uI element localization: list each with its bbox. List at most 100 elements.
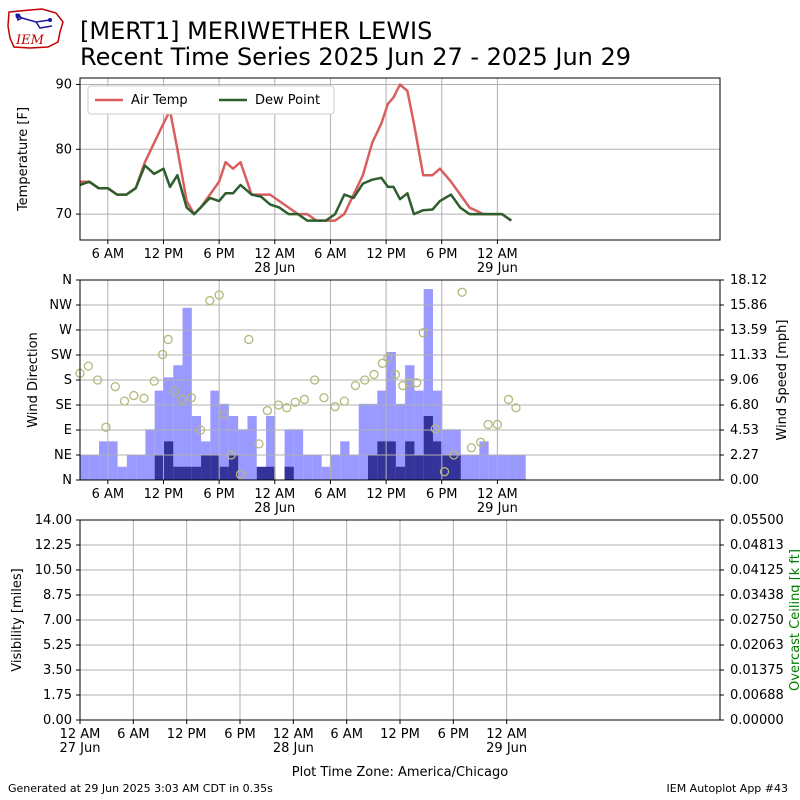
x-tick-sublabel: 28 Jun <box>254 501 295 516</box>
wind-direction-marker <box>244 334 254 345</box>
wind-speed-bar <box>99 441 109 480</box>
x-tick-label: 6 PM <box>426 487 457 502</box>
wind-panel: N NE E SE S SW W NW N 0.00 2.27 4.53 6.80 9.06 11.33 13… <box>26 273 790 516</box>
direction-tick-label: SW <box>51 348 72 363</box>
x-tick-sublabel: 28 Jun <box>254 261 295 276</box>
wind-speed-bar <box>479 441 489 480</box>
x-tick-label: 12 AM <box>254 247 295 262</box>
wind-direction-marker <box>439 467 450 477</box>
y-axis-label: Temperature [F] <box>16 107 31 212</box>
y-tick-label: 80 <box>55 142 72 157</box>
wind-speed-bar <box>395 403 406 480</box>
ceiling-tick-label: 0.01375 <box>730 663 784 678</box>
visibility-tick-label: 1.75 <box>43 688 72 703</box>
wind-gust-bar <box>163 441 174 480</box>
wind-speed-bar <box>266 415 276 480</box>
wind-speed-bar <box>163 377 174 480</box>
wind-direction-marker <box>169 386 180 396</box>
y2-axis-label: Wind Speed [mph] <box>775 320 790 441</box>
ceiling-tick-label: 0.02750 <box>730 613 784 628</box>
wind-speed-bar <box>340 441 350 480</box>
visibility-panel: 0.00 1.75 3.50 5.25 7.00 8.75 10.50 12.25 14.00 0… <box>10 513 800 780</box>
speed-tick-label: 15.86 <box>730 298 767 313</box>
wind-speed-bar <box>89 454 100 480</box>
wind-speed-bar <box>219 403 229 480</box>
wind-gust-bar <box>256 466 267 480</box>
wind-direction-marker <box>483 419 493 430</box>
ceiling-tick-label: 0.00688 <box>730 688 784 703</box>
wind-speed-bar <box>516 454 526 480</box>
speed-tick-label: 6.80 <box>730 398 759 413</box>
wind-speed-bar <box>173 365 183 480</box>
wind-direction-marker <box>226 450 236 460</box>
wind-speed-bar <box>228 415 239 480</box>
wind-direction-marker <box>476 437 486 447</box>
wind-direction-marker <box>330 402 340 412</box>
wind-direction-marker <box>129 390 139 401</box>
wind-direction-marker <box>177 394 187 405</box>
direction-tick-label: N <box>62 473 72 488</box>
wind-direction-marker <box>139 393 149 403</box>
wind-direction-marker <box>457 287 467 297</box>
x-tick-label: 6 PM <box>203 247 234 262</box>
x-tick-label: 12 PM <box>366 487 406 502</box>
wind-speed-bar <box>80 454 90 480</box>
wind-direction-marker <box>449 450 459 460</box>
x-tick-sublabel: 29 Jun <box>477 501 518 516</box>
x-tick-sublabel: 29 Jun <box>486 741 527 756</box>
wind-speed-bar <box>321 466 331 480</box>
x-tick-label: 12 PM <box>366 247 406 262</box>
x-tick-label: 12 AM <box>477 487 518 502</box>
wind-gust-bar <box>395 466 406 480</box>
x-tick-label: 6 AM <box>314 247 347 262</box>
wind-direction-marker <box>466 443 477 453</box>
wind-speed-bar <box>414 390 424 480</box>
wind-speed-bar <box>330 454 341 480</box>
visibility-tick-label: 14.00 <box>35 513 72 528</box>
wind-gust-bar <box>414 454 424 480</box>
wind-direction-marker <box>214 290 224 300</box>
speed-tick-label: 2.27 <box>730 448 759 463</box>
visibility-tick-label: 0.00 <box>43 713 72 728</box>
x-tick-label: 6 AM <box>92 487 125 502</box>
visibility-tick-label: 10.50 <box>35 563 72 578</box>
ceiling-tick-label: 0.00000 <box>730 713 784 728</box>
wind-gust-bar <box>442 454 452 480</box>
x-tick-label: 12 PM <box>167 727 207 742</box>
x-tick-label: 12 AM <box>477 247 518 262</box>
wind-speed-bar <box>247 415 257 480</box>
y-axis-label: Visibility [miles] <box>10 568 25 671</box>
visibility-tick-label: 3.50 <box>43 663 72 678</box>
x-tick-label: 12 AM <box>254 487 295 502</box>
wind-direction-marker <box>360 375 370 385</box>
x-tick-label: 12 PM <box>144 247 184 262</box>
x-tick-sublabel: 28 Jun <box>273 741 314 756</box>
plot-frame <box>79 77 721 241</box>
wind-speed-bar <box>303 454 313 480</box>
wind-gust-bar <box>228 454 239 480</box>
wind-speed-bar <box>136 454 146 480</box>
direction-tick-label: N <box>62 273 72 288</box>
wind-direction-marker <box>273 400 284 410</box>
wind-direction-marker <box>219 409 229 420</box>
wind-direction-marker <box>157 349 168 360</box>
direction-tick-label: E <box>64 423 72 438</box>
wind-direction-marker <box>383 353 393 363</box>
wind-direction-marker <box>511 403 521 413</box>
wind-speed-bar <box>460 454 471 480</box>
wind-direction-marker <box>205 295 215 306</box>
wind-gust-bar <box>191 466 202 480</box>
wind-gust-bar <box>377 441 387 480</box>
wind-direction-marker <box>503 394 514 405</box>
legend: Air Temp Dew Point <box>87 85 335 115</box>
wind-speed-bar <box>312 454 322 480</box>
x-tick-label: 12 PM <box>380 727 420 742</box>
wind-direction-marker <box>350 380 361 391</box>
chart-title: [MERT1] MERIWETHER LEWIS <box>80 17 433 45</box>
wind-direction-marker <box>92 375 103 385</box>
direction-tick-label: NW <box>49 298 72 313</box>
visibility-tick-label: 5.25 <box>43 638 72 653</box>
wind-direction-marker <box>119 396 130 406</box>
ceiling-tick-label: 0.03438 <box>730 588 784 603</box>
